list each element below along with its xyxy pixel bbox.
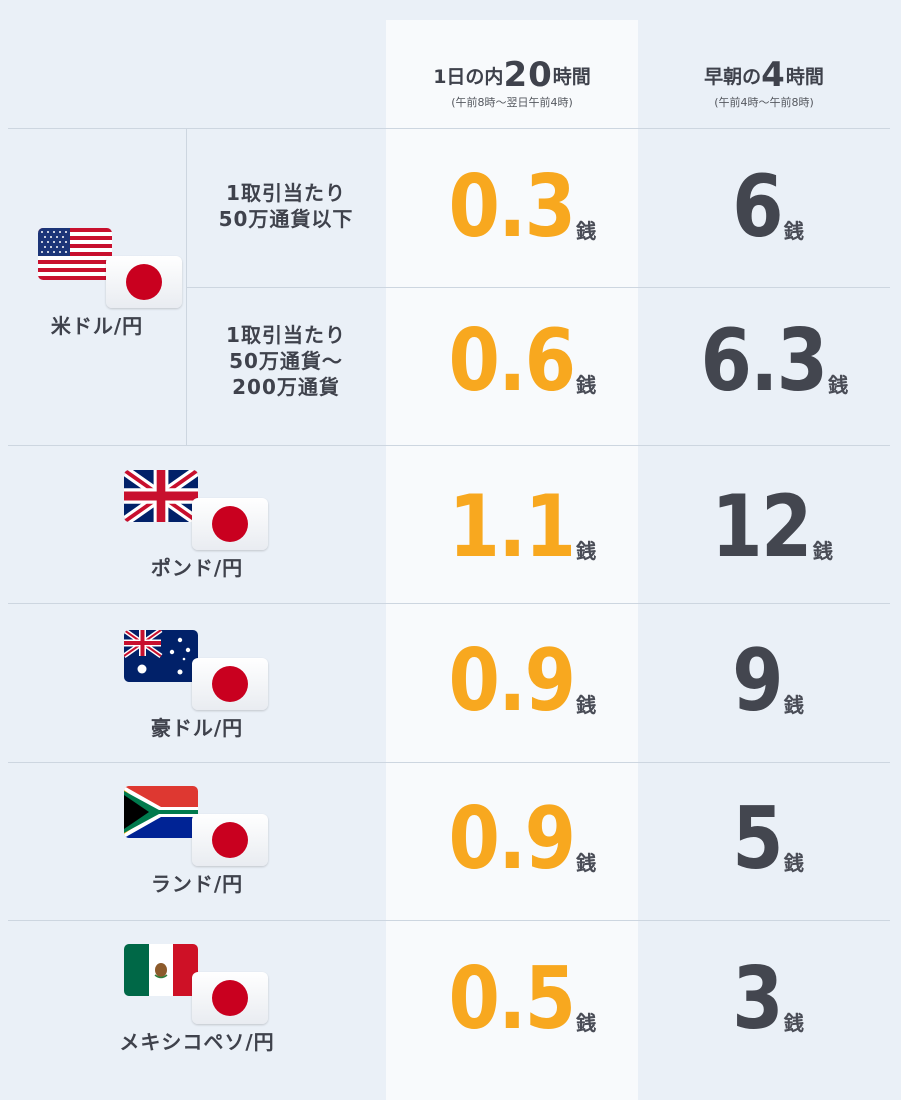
pair-label: 米ドル/円 bbox=[50, 314, 144, 338]
pair-label: ランド/円 bbox=[150, 872, 244, 896]
header-day-subtitle: (午前8時～翌日午前4時) bbox=[451, 96, 573, 109]
flag-jp-icon bbox=[192, 498, 268, 550]
pair-label: 豪ドル/円 bbox=[150, 716, 244, 740]
pair-gbpjpy: ポンド/円 bbox=[8, 470, 386, 581]
flag-mx-icon bbox=[124, 944, 198, 996]
spread-day-value: 0.9 銭 bbox=[448, 631, 597, 731]
flag-uk-icon bbox=[124, 470, 198, 522]
spread-day-value: 0.5 銭 bbox=[448, 949, 597, 1049]
spread-day-value: 0.6 銭 bbox=[448, 311, 597, 411]
spread-morning-value: 6.3 銭 bbox=[700, 311, 849, 411]
flag-au-icon bbox=[124, 630, 198, 682]
spread-day-value: 0.9 銭 bbox=[448, 789, 597, 889]
row-divider bbox=[186, 287, 890, 288]
row-divider bbox=[8, 445, 890, 446]
row-divider bbox=[8, 762, 890, 763]
pair-audjpy: 豪ドル/円 bbox=[8, 630, 386, 741]
flag-za-icon bbox=[124, 786, 198, 838]
spread-day-value: 1.1 銭 bbox=[448, 477, 597, 577]
flag-us-icon bbox=[38, 228, 112, 280]
header-morning-4h: 早朝の4時間 (午前4時～午前8時) bbox=[638, 58, 890, 110]
tier-condition: 1取引当たり 50万通貨以下 bbox=[218, 181, 354, 231]
flag-jp-icon bbox=[106, 256, 182, 308]
pair-zarjpy: ランド/円 bbox=[8, 786, 386, 897]
flag-jp-icon bbox=[192, 972, 268, 1024]
row-divider bbox=[8, 603, 890, 604]
spread-morning-value: 12 銭 bbox=[711, 477, 833, 577]
header-day-20h: 1日の内20時間 (午前8時～翌日午前4時) bbox=[386, 58, 638, 110]
flag-jp-icon bbox=[192, 814, 268, 866]
pair-usdjpy: 米ドル/円 bbox=[8, 228, 186, 339]
row-divider bbox=[8, 920, 890, 921]
spread-day-value: 0.3 銭 bbox=[448, 157, 597, 257]
pair-label: メキシコペソ/円 bbox=[119, 1030, 275, 1054]
flag-jp-icon bbox=[192, 658, 268, 710]
header-morning-subtitle: (午前4時～午前8時) bbox=[714, 96, 814, 109]
pair-label: ポンド/円 bbox=[150, 556, 244, 580]
pair-mxnjpy: メキシコペソ/円 bbox=[8, 944, 386, 1055]
column-divider bbox=[186, 128, 187, 445]
tier-condition: 1取引当たり 50万通貨～ 200万通貨 bbox=[226, 323, 346, 399]
row-divider bbox=[8, 128, 890, 129]
